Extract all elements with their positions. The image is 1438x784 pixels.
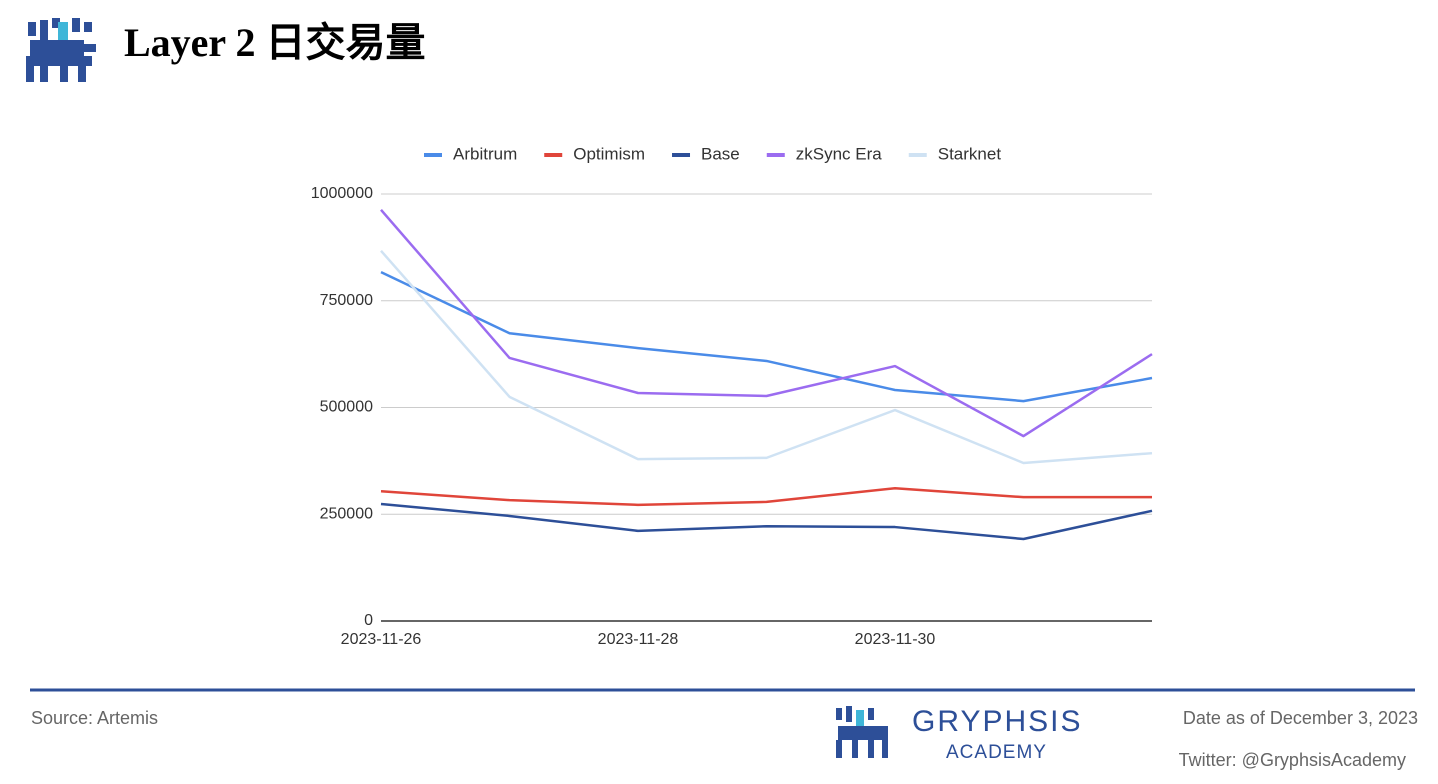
legend-label: Base: [701, 144, 740, 163]
legend-label: Optimism: [573, 144, 645, 163]
brand-sub: ACADEMY: [946, 742, 1047, 763]
brand-logo: [836, 706, 888, 758]
source: Source: Artemis: [31, 708, 158, 728]
y-tick-label: 0: [364, 612, 373, 629]
legend-label: Arbitrum: [453, 144, 517, 163]
logo: [26, 18, 96, 82]
twitter: Twitter: @GryphsisAcademy: [1179, 750, 1406, 770]
series-line: [380, 208, 1153, 438]
series-line: [380, 486, 1152, 507]
x-tick-label: 2023-11-28: [598, 631, 679, 648]
series-line: [380, 249, 1153, 465]
date-note: Date as of December 3, 2023: [1183, 708, 1418, 728]
series-line: [380, 502, 1153, 541]
y-tick-label: 500000: [320, 399, 373, 416]
y-tick-label: 1000000: [311, 185, 373, 202]
x-tick-label: 2023-11-26: [341, 631, 422, 648]
chart-title: Layer 2 日交易量: [124, 20, 425, 65]
y-tick-label: 250000: [320, 505, 373, 522]
legend-label: Starknet: [938, 144, 1002, 163]
x-tick-label: 2023-11-30: [855, 631, 936, 648]
y-tick-label: 750000: [320, 292, 373, 309]
series-line: [380, 271, 1153, 403]
brand: GRYPHSIS: [912, 705, 1083, 738]
legend-label: zkSync Era: [796, 144, 883, 163]
